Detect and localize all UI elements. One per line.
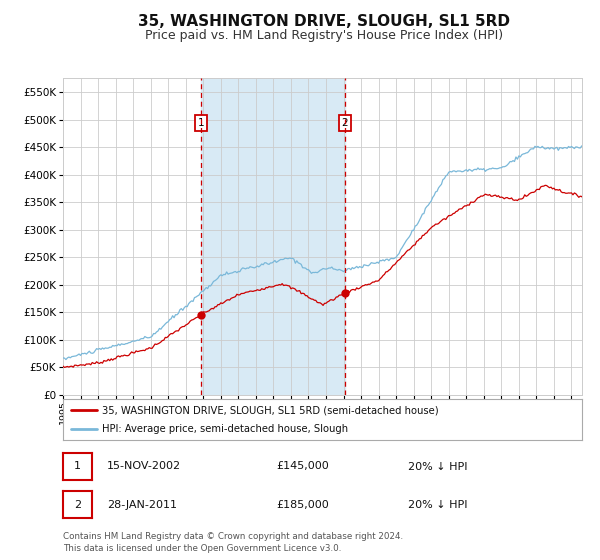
Text: 20% ↓ HPI: 20% ↓ HPI bbox=[408, 461, 467, 472]
Text: Price paid vs. HM Land Registry's House Price Index (HPI): Price paid vs. HM Land Registry's House … bbox=[145, 29, 503, 42]
Text: 1: 1 bbox=[198, 118, 205, 128]
Text: HPI: Average price, semi-detached house, Slough: HPI: Average price, semi-detached house,… bbox=[102, 424, 348, 433]
Text: 20% ↓ HPI: 20% ↓ HPI bbox=[408, 500, 467, 510]
Text: 2: 2 bbox=[74, 500, 81, 510]
Bar bbox=[201, 78, 345, 395]
Text: 28-JAN-2011: 28-JAN-2011 bbox=[107, 500, 177, 510]
Text: £185,000: £185,000 bbox=[276, 500, 329, 510]
Text: 1: 1 bbox=[74, 461, 81, 472]
Text: 35, WASHINGTON DRIVE, SLOUGH, SL1 5RD: 35, WASHINGTON DRIVE, SLOUGH, SL1 5RD bbox=[138, 14, 510, 29]
Text: 35, WASHINGTON DRIVE, SLOUGH, SL1 5RD (semi-detached house): 35, WASHINGTON DRIVE, SLOUGH, SL1 5RD (s… bbox=[102, 405, 439, 415]
Text: 2: 2 bbox=[341, 118, 348, 128]
Text: £145,000: £145,000 bbox=[276, 461, 329, 472]
Text: 15-NOV-2002: 15-NOV-2002 bbox=[107, 461, 181, 472]
Text: Contains HM Land Registry data © Crown copyright and database right 2024.
This d: Contains HM Land Registry data © Crown c… bbox=[63, 533, 403, 553]
